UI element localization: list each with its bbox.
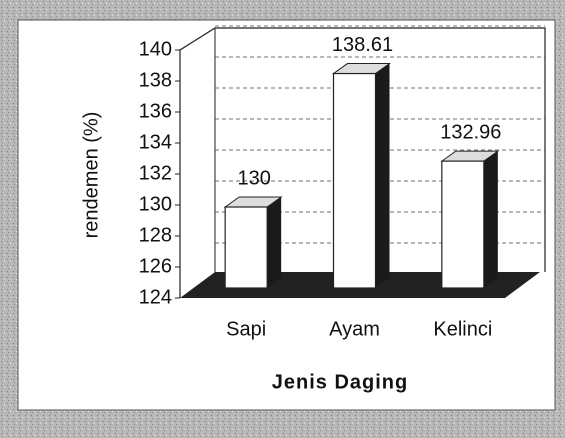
bar-side (483, 151, 498, 288)
data-label: 132.96 (440, 121, 501, 143)
bar-side (267, 197, 282, 288)
bar (224, 206, 268, 289)
x-tick-label: Ayam (329, 318, 380, 340)
y-tick-label: 136 (139, 100, 172, 122)
y-tick-label: 128 (139, 224, 172, 246)
x-axis-label: Jenis Daging (272, 371, 408, 393)
x-tick-label: Sapi (226, 318, 266, 340)
bar-side (375, 63, 390, 288)
bar (332, 72, 377, 289)
bar (441, 160, 485, 289)
data-label: 130 (237, 167, 270, 189)
y-tick-label: 138 (139, 69, 172, 91)
y-tick-label: 124 (139, 286, 172, 308)
y-tick-label: 134 (139, 131, 172, 153)
y-tick-label: 140 (139, 38, 172, 60)
y-tick-label: 126 (139, 255, 172, 277)
y-axis-label: rendemen (%) (80, 112, 102, 239)
y-tick-label: 130 (139, 193, 172, 215)
x-tick-label: Kelinci (433, 318, 492, 340)
data-label: 138.61 (332, 34, 393, 56)
y-tick-label: 132 (139, 162, 172, 184)
